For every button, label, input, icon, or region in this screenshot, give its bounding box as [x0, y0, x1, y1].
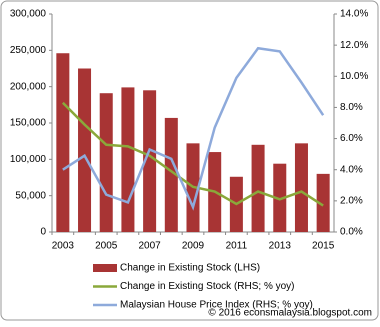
- y-tick-label: 250,000: [10, 45, 47, 56]
- legend-label: Change in Existing Stock (RHS; % yoy): [120, 281, 295, 292]
- bar: [164, 117, 178, 232]
- y-tick-label: 50,000: [15, 190, 46, 201]
- x-tick-label: 2005: [95, 241, 118, 252]
- bar: [78, 68, 92, 232]
- bar: [143, 90, 157, 232]
- y2-tick-label: 8.0%: [340, 102, 363, 113]
- y2-tick-label: 4.0%: [340, 164, 363, 175]
- watermark: © 2016 econsmalaysia.blogspot.com: [208, 308, 372, 319]
- bar: [99, 93, 113, 232]
- bar: [316, 173, 330, 232]
- bar: [251, 144, 265, 232]
- x-tick-label: 2003: [52, 241, 75, 252]
- line: [62, 46, 325, 211]
- line: [61, 101, 324, 207]
- y-tick-label: 200,000: [10, 81, 47, 92]
- x-tick-label: 2013: [269, 241, 292, 252]
- bar: [294, 143, 308, 232]
- x-tick-label: 2009: [182, 241, 205, 252]
- y2-tick-label: 0.0%: [340, 227, 363, 238]
- y-tick-label: 300,000: [10, 9, 47, 20]
- bar: [273, 163, 287, 232]
- y2-tick-label: 14.0%: [340, 9, 368, 20]
- y2-tick-label: 6.0%: [340, 133, 363, 144]
- legend-label: Change in Existing Stock (LHS): [120, 263, 260, 274]
- legend-swatch: [93, 264, 117, 272]
- y-tick-label: 0: [40, 227, 46, 238]
- y2-tick-label: 2.0%: [340, 195, 363, 206]
- y2-tick-label: 10.0%: [340, 71, 368, 82]
- y-tick-label: 100,000: [10, 154, 47, 165]
- x-tick-label: 2007: [138, 241, 161, 252]
- y-tick-label: 150,000: [10, 118, 47, 129]
- bar: [121, 87, 135, 232]
- x-tick-label: 2015: [312, 241, 335, 252]
- x-tick-label: 2011: [226, 241, 248, 252]
- legend-label: Malaysian House Price Index (RHS; % yoy): [120, 300, 313, 311]
- bar: [56, 53, 70, 232]
- y2-tick-label: 12.0%: [340, 40, 368, 51]
